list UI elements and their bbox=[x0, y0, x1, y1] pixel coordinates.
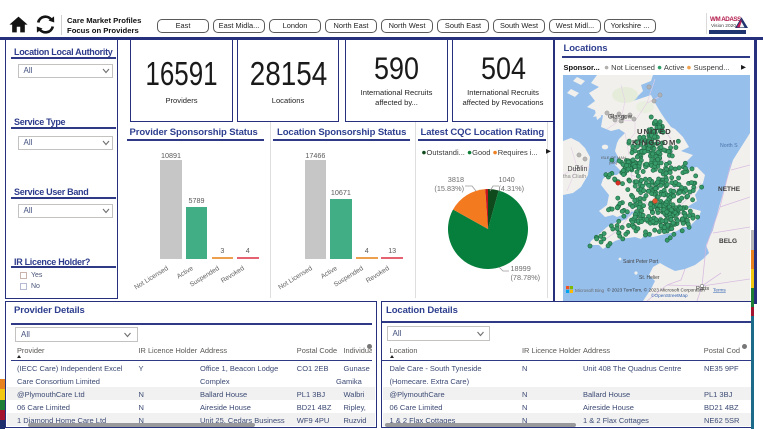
svg-text:ISLE OF MAN: ISLE OF MAN bbox=[601, 155, 626, 160]
svg-text:Terms: Terms bbox=[713, 288, 726, 293]
svg-text:UNITED: UNITED bbox=[637, 127, 672, 136]
svg-text:NETHE: NETHE bbox=[718, 186, 741, 193]
svg-text:(UK): (UK) bbox=[609, 160, 618, 165]
svg-text:Paris: Paris bbox=[696, 286, 709, 292]
svg-text:BELG: BELG bbox=[719, 238, 737, 245]
svg-text:© 2023 TomTom, © 2023 Microsof: © 2023 TomTom, © 2023 Microsoft Corporat… bbox=[607, 287, 705, 293]
svg-text:Dublin: Dublin bbox=[568, 166, 588, 173]
svg-text:©OpenStreetMap: ©OpenStreetMap bbox=[651, 292, 688, 298]
svg-text:KINGDOM: KINGDOM bbox=[632, 138, 676, 147]
svg-text:North S: North S bbox=[720, 143, 738, 149]
svg-text:Microsoft Bing: Microsoft Bing bbox=[575, 288, 605, 293]
svg-text:tha Cliath: tha Cliath bbox=[563, 174, 586, 180]
svg-text:Glasgow: Glasgow bbox=[608, 114, 633, 121]
svg-text:Saint Peter Port: Saint Peter Port bbox=[623, 259, 659, 265]
svg-text:St. Helier: St. Helier bbox=[639, 275, 660, 281]
